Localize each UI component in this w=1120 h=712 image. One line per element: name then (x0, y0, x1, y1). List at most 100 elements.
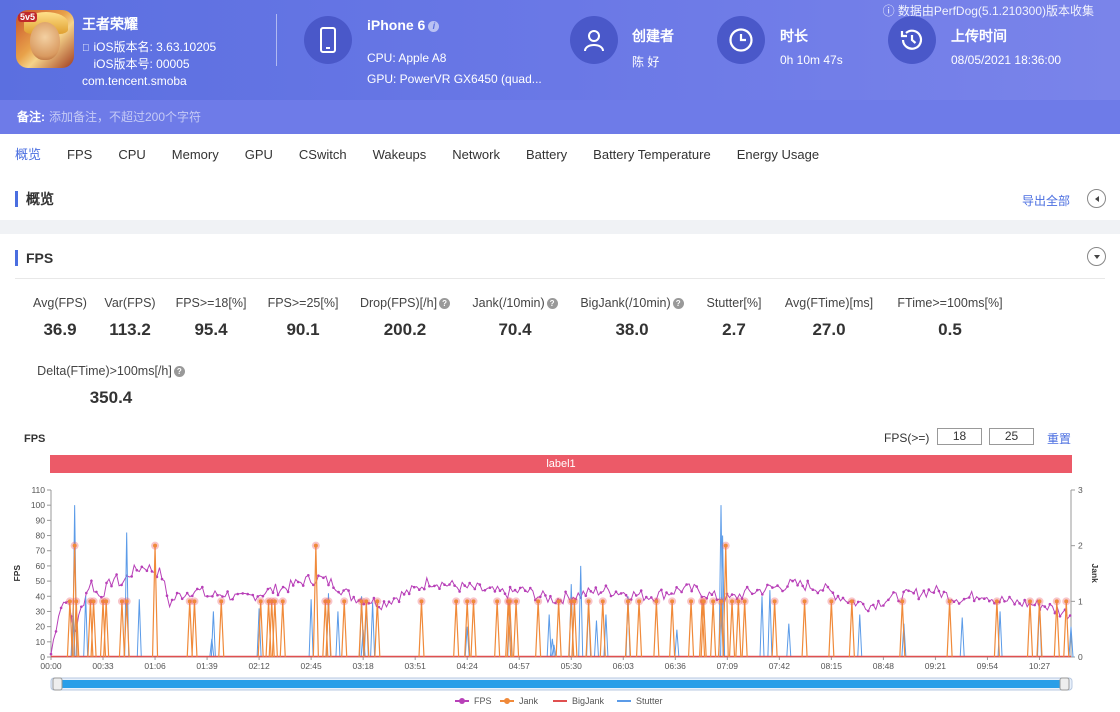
fps-point (196, 587, 199, 591)
fps-point (327, 583, 330, 587)
jank-spike (418, 601, 425, 658)
fps-point (473, 587, 477, 591)
x-tick-label: 04:24 (457, 661, 479, 671)
fps-point (150, 570, 154, 573)
jank-spike (151, 545, 159, 658)
fps-point (90, 579, 93, 583)
collapse-down-icon[interactable] (1087, 247, 1106, 266)
fps-point (927, 588, 931, 591)
stutter-spike (308, 599, 314, 658)
fps-chart[interactable]: 0 10 20 30 40 50 60 70 80 90 100 110 0 1 2 3 FPS Jank 00:0… (0, 475, 1120, 697)
fps-point (826, 585, 830, 589)
tab-cpu[interactable]: CPU (118, 147, 146, 162)
fps-section-title: FPS (15, 250, 53, 266)
tab-battery-temperature[interactable]: Battery Temperature (593, 147, 711, 162)
fps-point (372, 596, 376, 600)
stutter-spike (1068, 626, 1074, 658)
jank-spike (374, 601, 381, 658)
help-icon[interactable]: ? (439, 298, 451, 309)
jank-spike (710, 601, 717, 658)
jank-spike (279, 601, 286, 658)
metric-item: Delta(FTime)>100ms[/h]? 350.4 (31, 364, 191, 408)
device-cpu: CPU: Apple A8 (367, 51, 447, 65)
fps-point (1053, 611, 1057, 615)
fps-point (191, 594, 194, 598)
export-all-link[interactable]: 导出全部 (1021, 194, 1070, 208)
fps-point (276, 593, 280, 597)
zoom-handle-left[interactable] (52, 677, 63, 691)
jank-point (454, 599, 459, 604)
remark-input[interactable]: 添加备注，不超过200个字符 (49, 110, 202, 124)
fps-point (322, 576, 325, 580)
zoom-range[interactable] (58, 680, 1065, 688)
header-divider (276, 14, 277, 66)
x-tick-label: 08:48 (873, 661, 895, 671)
fps-point (897, 599, 900, 603)
stutter-spike (674, 629, 680, 658)
jank-spike (218, 601, 225, 658)
device-info-icon[interactable]: i (428, 21, 440, 32)
stutter-spike (959, 617, 965, 658)
y-tick-label: 0 (40, 652, 45, 662)
jank-point (72, 543, 77, 548)
metric-value: 95.4 (194, 320, 228, 339)
tab-wakeups[interactable]: Wakeups (372, 147, 427, 162)
fps-point (856, 600, 860, 604)
overview-title: 概览 (15, 191, 54, 207)
tab-memory[interactable]: Memory (171, 147, 219, 162)
jank-spike (653, 601, 660, 658)
reset-button[interactable]: 重置 (1047, 432, 1072, 446)
fps-point (1018, 602, 1021, 605)
fps-point (761, 593, 764, 596)
jank-spike (828, 601, 835, 658)
legend-item[interactable]: BigJank (553, 696, 604, 706)
label-bar[interactable]: label1 (50, 455, 1072, 473)
tab-overview[interactable]: 概览 (15, 147, 42, 162)
legend-item[interactable]: Stutter (617, 696, 663, 706)
help-icon[interactable]: ? (173, 366, 185, 377)
metric-label: Var(FPS) (104, 296, 156, 310)
jank-spike (512, 601, 520, 658)
help-icon[interactable]: ? (672, 298, 684, 309)
y-tick-label: 20 (36, 622, 46, 632)
fps-point (967, 596, 971, 599)
metric-item: Stutter[%] 2.7 (654, 296, 814, 340)
tab-gpu[interactable]: GPU (244, 147, 273, 162)
fps-threshold-2-input[interactable]: 25 (989, 428, 1034, 445)
fps-point (710, 593, 714, 596)
fps-point (160, 577, 164, 581)
fps-threshold-1-input[interactable]: 18 (937, 428, 982, 445)
stutter-spike (759, 596, 765, 658)
x-tick-label: 07:42 (769, 661, 791, 671)
fps-point (513, 588, 517, 592)
remark-bar[interactable]: 备注: 添加备注，不超过200个字符 (0, 100, 1120, 134)
legend-item[interactable]: FPS (455, 696, 492, 706)
fps-point (266, 587, 270, 591)
fps-point (816, 591, 820, 595)
metric-item: Jank(/10min)? 70.4 (435, 296, 595, 340)
fps-point (781, 589, 784, 593)
tab-energy-usage[interactable]: Energy Usage (736, 147, 820, 162)
jank-spike (312, 545, 319, 658)
tab-fps[interactable]: FPS (67, 147, 93, 162)
tab-battery[interactable]: Battery (525, 147, 568, 162)
tab-cswitch[interactable]: CSwitch (298, 147, 347, 162)
y-tick-label: 70 (36, 546, 46, 556)
y-tick-label: 80 (36, 531, 46, 541)
fps-point (236, 592, 239, 596)
fps-point (352, 595, 356, 599)
collapse-left-icon[interactable] (1087, 189, 1106, 208)
help-icon[interactable]: ? (546, 298, 558, 309)
jank-spike (771, 601, 778, 658)
legend-item[interactable]: Jank (500, 696, 538, 706)
jank-point (900, 599, 905, 604)
zoom-handle-right[interactable] (1059, 677, 1070, 691)
overview-section: 概览 导出全部 (0, 176, 1120, 220)
fps-threshold-label: FPS(>=) (884, 431, 930, 445)
metric-item: Var(FPS) 113.2 (50, 296, 210, 340)
fps-point (226, 590, 229, 593)
fps-point (771, 586, 774, 589)
fps-point (256, 595, 260, 598)
fps-point (301, 584, 305, 587)
tab-network[interactable]: Network (452, 147, 500, 162)
